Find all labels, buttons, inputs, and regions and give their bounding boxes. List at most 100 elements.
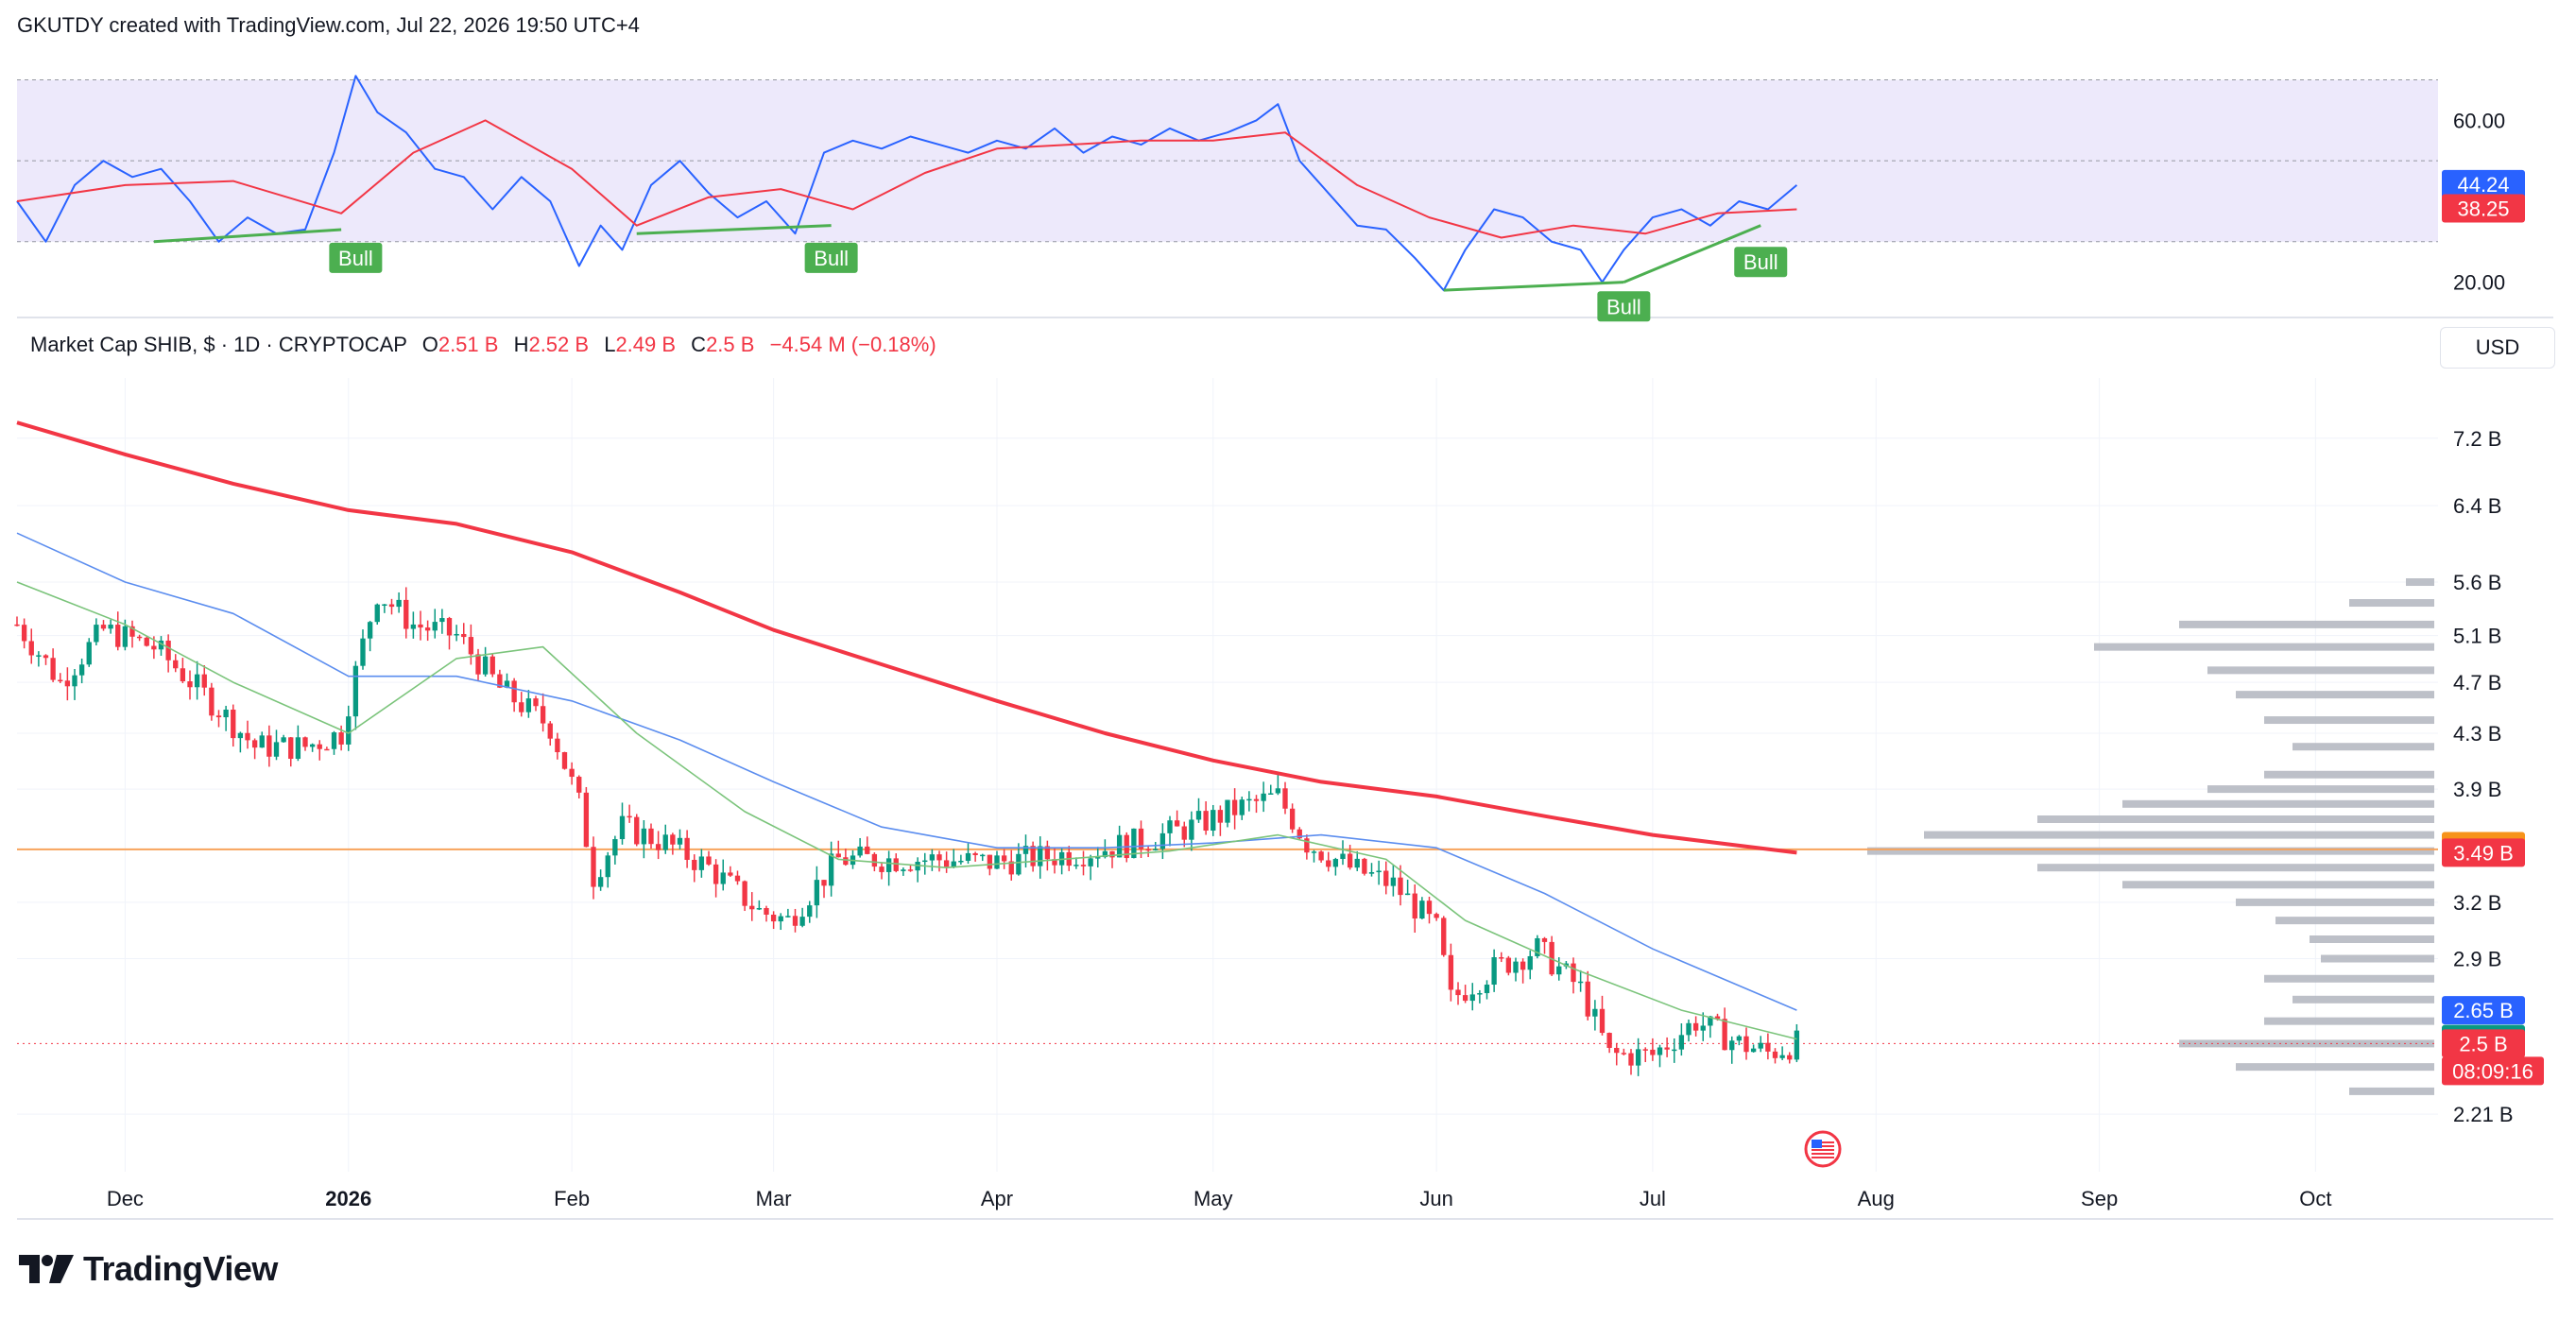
candle-body	[251, 740, 258, 748]
candle	[1001, 849, 1007, 869]
candle-body	[879, 866, 884, 872]
bull-label-text: Bull	[338, 247, 373, 270]
candle-body	[929, 854, 936, 861]
volume-profile-bar	[2236, 691, 2434, 699]
candle-body	[1469, 994, 1475, 1002]
candle	[21, 618, 27, 649]
candle	[980, 853, 986, 862]
candle-body	[382, 604, 387, 607]
time-tick-label: Sep	[2081, 1187, 2118, 1210]
candle-body	[742, 881, 747, 906]
candle-body	[1505, 957, 1512, 973]
candle-body	[1722, 1019, 1727, 1051]
candle-body	[1592, 1008, 1598, 1017]
candle	[1556, 957, 1562, 981]
candle-body	[1347, 853, 1353, 868]
candle-body	[1520, 961, 1526, 970]
candle	[94, 618, 99, 645]
candle-body	[1167, 820, 1173, 833]
candle	[814, 866, 820, 918]
price-badge: 2.65 B	[2442, 996, 2525, 1025]
candle-body	[1340, 853, 1346, 860]
candle	[511, 678, 517, 712]
candle	[1038, 836, 1043, 879]
candle-body	[1513, 961, 1519, 973]
volume-profile-bar	[2264, 1017, 2434, 1025]
volume-profile-bar	[2037, 815, 2434, 823]
candle-body	[209, 687, 215, 716]
candle	[86, 638, 92, 667]
candle-body	[1664, 1047, 1670, 1050]
candle-body	[591, 847, 596, 887]
time-tick-label: 2026	[325, 1187, 371, 1210]
candle	[187, 670, 193, 700]
tradingview-logo[interactable]: TradingView	[19, 1249, 278, 1289]
price-badge-box	[2442, 996, 2525, 1025]
candle	[807, 901, 813, 923]
candle	[1145, 845, 1151, 858]
candle	[1311, 849, 1317, 863]
legend-symbol: Market Cap SHIB, $ · 1D · CRYPTOCAP	[30, 333, 407, 356]
candle-body	[907, 869, 914, 871]
candle-body	[396, 599, 402, 608]
candle	[1621, 1048, 1627, 1055]
candle-body	[1268, 793, 1274, 796]
candle	[1462, 985, 1468, 1004]
candle	[223, 705, 229, 731]
candle	[670, 832, 676, 855]
candle	[1505, 955, 1512, 976]
candle-body	[634, 816, 640, 845]
candle	[583, 786, 590, 848]
candle-body	[158, 640, 164, 650]
candle	[619, 802, 626, 845]
candle-body	[36, 655, 42, 657]
candle	[1455, 982, 1461, 1005]
candle-body	[1297, 829, 1302, 839]
candle-body	[231, 709, 236, 739]
candle	[965, 843, 971, 865]
candle	[1368, 863, 1375, 877]
candle-body	[50, 658, 56, 680]
candle-body	[605, 855, 610, 878]
candle-body	[1001, 855, 1007, 862]
candle	[915, 857, 920, 883]
time-tick-label: Apr	[981, 1187, 1013, 1210]
candle	[692, 854, 697, 883]
candle-body	[1535, 937, 1540, 956]
candle-body	[410, 624, 417, 629]
candle-body	[885, 858, 892, 872]
candle	[706, 850, 712, 866]
legend-change: −4.54 M (−0.18%)	[769, 333, 936, 356]
candle-body	[612, 839, 618, 856]
candle	[432, 609, 438, 639]
candle	[1779, 1046, 1785, 1060]
candle	[720, 859, 726, 891]
candle	[215, 710, 222, 728]
candle	[231, 704, 236, 747]
candle	[1203, 801, 1209, 835]
candle-body	[807, 905, 813, 918]
volume-profile-bar	[2122, 799, 2434, 808]
candle	[879, 863, 884, 880]
candle-body	[1404, 893, 1411, 896]
candle-body	[1758, 1042, 1763, 1049]
candle-body	[1246, 798, 1252, 801]
candle-body	[21, 625, 27, 642]
candle	[439, 609, 445, 634]
candle	[1434, 912, 1439, 921]
volume-profile-bar	[2094, 643, 2434, 651]
candle-body	[151, 645, 157, 650]
candle-body	[994, 855, 1000, 869]
rsi-line	[16, 75, 1798, 292]
candle	[14, 616, 20, 626]
candle-body	[360, 638, 366, 666]
candle	[418, 610, 423, 641]
candle-body	[1700, 1025, 1706, 1031]
candle-body	[424, 627, 431, 631]
candle-body	[1426, 901, 1433, 915]
bull-label-box	[1734, 247, 1788, 278]
currency-button[interactable]: USD	[2440, 327, 2555, 369]
countdown-text: 08:09:16	[2452, 1059, 2533, 1083]
candle-body	[432, 622, 438, 631]
candle	[346, 705, 352, 751]
